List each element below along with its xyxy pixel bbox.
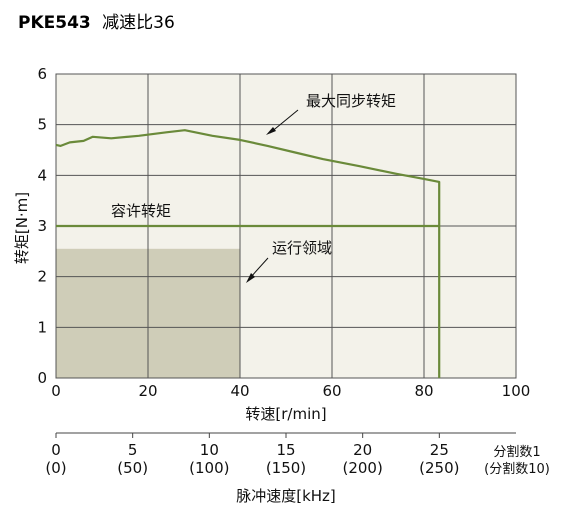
pulse-tick-label-paren: (0) <box>45 459 66 477</box>
y-tick-label: 2 <box>37 268 47 286</box>
pulse-tick-label: 5 <box>128 441 138 459</box>
x-tick-label: 40 <box>230 382 249 400</box>
y-tick-label: 4 <box>37 166 47 184</box>
x-tick-label: 20 <box>138 382 157 400</box>
x-tick-label: 60 <box>322 382 341 400</box>
y-tick-label: 5 <box>37 116 47 134</box>
chart-marks <box>55 109 441 378</box>
pulse-speed-label: 脉冲速度[kHz] <box>236 487 336 505</box>
y-tick-label: 0 <box>37 369 47 387</box>
chart-title-model: PKE543 <box>18 13 91 33</box>
pulse-tick-label-paren: (250) <box>419 459 459 477</box>
operating-region-arrow-icon <box>246 273 255 283</box>
y-axis-label: 转矩[N·m] <box>13 192 31 264</box>
x-tick-label: 0 <box>51 382 61 400</box>
pulse-tick-label-paren: (200) <box>342 459 382 477</box>
max-torque-label: 最大同步转矩 <box>306 92 396 110</box>
division-note-1: 分割数1 <box>493 444 540 460</box>
pulse-tick-label-paren: (150) <box>266 459 306 477</box>
pulse-tick-label: 15 <box>276 441 295 459</box>
chart-title: PKE543 减速比36 <box>18 13 175 33</box>
tick-labels: 0 20 40 60 80 100 0 1 2 3 4 5 6 <box>37 65 530 400</box>
x-tick-label: 80 <box>414 382 433 400</box>
max-torque-arrow-icon <box>266 127 276 135</box>
pulse-tick-label: 10 <box>200 441 219 459</box>
pulse-speed-axis: 0(0) 5(50) 10(100) 15(150) 20(200) 25(250) <box>45 432 516 477</box>
pulse-tick-label: 0 <box>51 441 61 459</box>
x-tick-label: 100 <box>502 382 531 400</box>
y-tick-label: 1 <box>37 318 47 336</box>
pulse-tick-label: 20 <box>353 441 372 459</box>
pulse-tick-label-paren: (100) <box>189 459 229 477</box>
y-tick-label: 3 <box>37 217 47 235</box>
max-torque-leader <box>269 109 299 134</box>
operating-region-leader <box>249 257 269 279</box>
pulse-tick-label-paren: (50) <box>117 459 148 477</box>
division-note-10: (分割数10) <box>484 461 550 477</box>
pulse-tick-label: 25 <box>430 441 449 459</box>
allowable-torque-label: 容许转矩 <box>111 202 171 220</box>
operating-region-label: 运行领域 <box>272 239 332 257</box>
max-synchronous-torque-line <box>55 129 441 378</box>
y-tick-label: 6 <box>37 65 47 83</box>
chart-title-ratio: 减速比36 <box>102 13 175 33</box>
x-axis-label: 转速[r/min] <box>245 405 326 423</box>
